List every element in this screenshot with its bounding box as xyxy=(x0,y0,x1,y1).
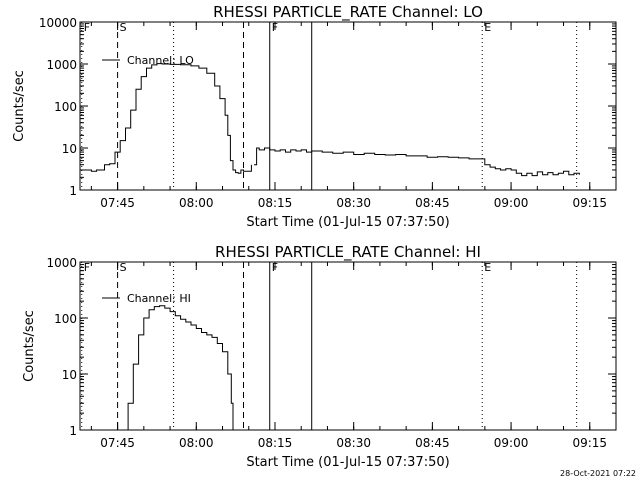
lo-x-ticks: 07:45 08:00 08:15 08:30 08:45 09:00 09:15 xyxy=(90,22,617,210)
hi-event-marker-label: F xyxy=(84,261,90,274)
lo-series-line xyxy=(80,63,252,174)
lo-y-tick-label: 10000 xyxy=(39,16,77,30)
lo-legend-label: Channel: LO xyxy=(127,54,194,67)
hi-x-tick-label: 08:15 xyxy=(258,436,293,450)
hi-event-marker-label: S xyxy=(120,261,127,274)
lo-channel-panel: RHESSI PARTICLE_RATE Channel: LO Counts/… xyxy=(12,3,617,230)
hi-x-tick-label: 08:30 xyxy=(336,436,371,450)
lo-x-tick-label: 08:45 xyxy=(415,196,450,210)
lo-x-tick-label: 07:45 xyxy=(100,196,135,210)
lo-y-tick-label: 1 xyxy=(69,184,77,198)
hi-plot-frame xyxy=(79,261,617,431)
lo-y-tick-label: 10 xyxy=(62,142,77,156)
hi-channel-panel: RHESSI PARTICLE_RATE Channel: HI Counts/… xyxy=(22,243,617,470)
lo-y-axis-label: Counts/sec xyxy=(12,70,27,142)
hi-x-ticks: 07:45 08:00 08:15 08:30 08:45 09:00 09:15 xyxy=(90,262,617,450)
generation-timestamp: 28-Oct-2021 07:22 xyxy=(560,469,636,478)
hi-x-tick-label: 09:15 xyxy=(572,436,607,450)
hi-y-tick-label: 100 xyxy=(54,312,77,326)
hi-x-tick-label: 08:45 xyxy=(415,436,450,450)
lo-series-line xyxy=(254,147,580,177)
hi-y-tick-label: 1 xyxy=(69,424,77,438)
hi-y-tick-label: 10 xyxy=(62,368,77,382)
lo-x-tick-label: 09:00 xyxy=(494,196,529,210)
lo-data-series xyxy=(80,63,580,177)
lo-event-marker-label: F xyxy=(84,21,90,34)
lo-y-tick-label: 1000 xyxy=(46,58,77,72)
hi-data-series xyxy=(124,305,234,431)
lo-y-ticks: 1 10 100 1000 10000 xyxy=(39,16,616,198)
hi-x-tick-label: 08:00 xyxy=(179,436,214,450)
hi-legend-label: Channel: HI xyxy=(127,292,191,305)
hi-chart-title: RHESSI PARTICLE_RATE Channel: HI xyxy=(215,243,481,262)
hi-x-tick-label: 07:45 xyxy=(100,436,135,450)
hi-event-marker-label: F xyxy=(272,261,278,274)
lo-event-marker-label: S xyxy=(120,21,127,34)
lo-x-axis-label: Start Time (01-Jul-15 07:37:50) xyxy=(246,215,449,230)
hi-series-line xyxy=(124,305,234,431)
hi-x-tick-label: 09:00 xyxy=(494,436,529,450)
hi-y-axis-label: Counts/sec xyxy=(22,310,37,382)
lo-event-marker-label: E xyxy=(484,21,491,34)
hi-y-ticks: 1 10 100 1000 xyxy=(46,256,616,438)
lo-x-tick-label: 09:15 xyxy=(572,196,607,210)
lo-chart-title: RHESSI PARTICLE_RATE Channel: LO xyxy=(213,3,483,22)
lo-y-tick-label: 100 xyxy=(54,100,77,114)
hi-event-marker-label: E xyxy=(484,261,491,274)
hi-x-axis-label: Start Time (01-Jul-15 07:37:50) xyxy=(246,455,449,470)
lo-x-tick-label: 08:15 xyxy=(258,196,293,210)
lo-x-tick-label: 08:30 xyxy=(336,196,371,210)
lo-x-tick-label: 08:00 xyxy=(179,196,214,210)
lo-plot-frame xyxy=(79,21,617,191)
lo-event-marker-label: F xyxy=(272,21,278,34)
hi-y-tick-label: 1000 xyxy=(46,256,77,270)
